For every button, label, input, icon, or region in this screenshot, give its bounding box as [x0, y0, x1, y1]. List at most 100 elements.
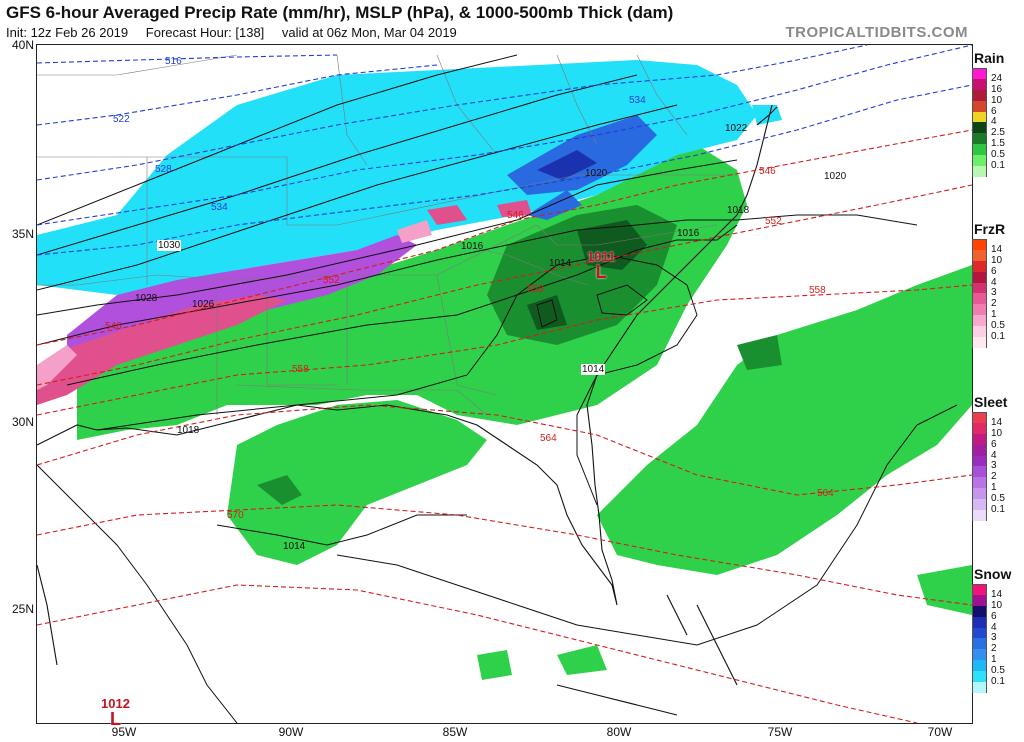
latitude-label: 40N [11, 38, 34, 52]
legend-swatch [972, 433, 987, 445]
legend-swatch [972, 239, 987, 250]
legend-title: FrzR [974, 221, 1006, 237]
thickness-blue-lines [37, 45, 972, 256]
precip-frzr-fill [37, 200, 532, 405]
legend-row: 3 [972, 461, 1024, 478]
legend-swatch [972, 271, 987, 283]
legend-row: 0.5 [972, 666, 1024, 683]
brand-watermark: TROPICALTIDBITS.COM [785, 24, 968, 41]
map-canvas [37, 45, 972, 723]
legend-swatch [972, 155, 987, 167]
state-borders [37, 54, 737, 416]
coastline [37, 104, 778, 716]
legend-row: 2 [972, 644, 1024, 661]
isobar-label: 1016 [461, 241, 484, 252]
legend-level-label: 16 [991, 83, 1003, 95]
legend-level-label: 0.5 [991, 320, 1005, 332]
legend-row: 0.1 [972, 160, 1024, 177]
legend-level-label: 14 [991, 588, 1003, 600]
legend-swatch [972, 499, 987, 511]
longitude-label: 90W [278, 725, 304, 739]
legend-level-label: 0.1 [991, 159, 1005, 171]
legend-row: 2.5 [972, 128, 1024, 145]
isobar-label: 1020 [585, 168, 608, 179]
legend-swatch [972, 444, 987, 456]
latitude-label: 25N [11, 602, 34, 616]
legend-level-label: 1 [991, 309, 997, 321]
legend-row: 4 [972, 450, 1024, 467]
legend-level-label: 6 [991, 610, 997, 622]
legend-level-label: 24 [991, 72, 1003, 84]
legend-snow: Snow 14 10 6 4 3 2 1 0.5 0.1 [972, 566, 1024, 693]
legend-row: 3 [972, 633, 1024, 650]
legend-swatch [972, 412, 987, 423]
legend-row: 6 [972, 266, 1024, 283]
legend-row: 14 [972, 589, 1024, 606]
legend-level-label: 1.5 [991, 138, 1005, 150]
thickness-label-red: 570 [227, 510, 244, 521]
longitude-label: 95W [111, 725, 137, 739]
legend-level-label: 4 [991, 276, 997, 288]
legend-level-label: 6 [991, 265, 997, 277]
legend-row: 1 [972, 483, 1024, 500]
legend-level-label: 4 [991, 449, 997, 461]
legend-swatch [972, 122, 987, 134]
forecast-hour: Forecast Hour: [138] [145, 25, 265, 40]
isobar-label: 1018 [177, 425, 200, 436]
legend-row: 0.1 [972, 504, 1024, 521]
legend-row: 6 [972, 611, 1024, 628]
legend-swatch [972, 68, 987, 79]
legend-level-label: 6 [991, 438, 997, 450]
isobar-label: 1018 [727, 205, 750, 216]
legend-swatch [972, 78, 987, 90]
legend-swatch [972, 315, 987, 327]
thickness-label-blue: 534 [211, 202, 228, 213]
thickness-red-lines [37, 129, 972, 723]
legend-level-label: 2 [991, 298, 997, 310]
legend-row: 0.1 [972, 331, 1024, 348]
legend-level-label: 0.5 [991, 149, 1005, 161]
legend-row: 14 [972, 417, 1024, 434]
legend-scale: 14 10 6 4 3 2 1 0.5 0.1 [972, 412, 1024, 521]
valid-time: valid at 06z Mon, Mar 04 2019 [281, 25, 457, 40]
legend-row [972, 239, 1024, 250]
map-title: GFS 6-hour Averaged Precip Rate (mm/hr),… [6, 3, 674, 22]
legend-title: Snow [974, 566, 1012, 582]
legend-scale: 24 16 10 6 4 2.5 1.5 0.5 0.1 [972, 68, 1024, 177]
latitude-label: 35N [11, 227, 34, 241]
legend-swatch [972, 488, 987, 500]
thickness-label-blue: 528 [155, 164, 172, 175]
legend-swatch [972, 649, 987, 661]
legend-row: 6 [972, 106, 1024, 123]
legend-row: 4 [972, 622, 1024, 639]
isobar-label: 1030 [157, 240, 182, 251]
weather-map: 1030 1028 1026 1022 1020 1020 1018 1018 … [36, 44, 973, 724]
legend-row: 6 [972, 439, 1024, 456]
legend-swatch [972, 584, 987, 595]
thickness-label-red: 546 [507, 210, 524, 221]
legend-swatch [972, 455, 987, 467]
thickness-label-red: 546 [759, 166, 776, 177]
legend-row: 10 [972, 428, 1024, 445]
legend-swatch [972, 111, 987, 123]
legend-level-label: 2.5 [991, 127, 1005, 139]
legend-scale: 14 10 6 4 3 2 1 0.5 0.1 [972, 584, 1024, 693]
legend-row [972, 584, 1024, 595]
legend-row: 0.5 [972, 321, 1024, 338]
legend-swatch [972, 660, 987, 672]
longitude-label: 75W [767, 725, 793, 739]
thickness-label-red: 558 [527, 284, 544, 295]
thickness-label-blue: 534 [629, 95, 646, 106]
legend-row: 1.5 [972, 139, 1024, 156]
legend-row: 2 [972, 299, 1024, 316]
legend-row: 0.5 [972, 494, 1024, 511]
legend-level-label: 0.5 [991, 493, 1005, 505]
legend-level-label: 14 [991, 416, 1003, 428]
legend-row: 0.5 [972, 150, 1024, 167]
legend-swatch [972, 282, 987, 294]
legend-level-label: 10 [991, 599, 1003, 611]
legend-level-label: 0.1 [991, 330, 1005, 342]
legend-level-label: 2 [991, 471, 997, 483]
legend-swatch [972, 616, 987, 628]
low-pressure-symbol: L [109, 709, 121, 729]
